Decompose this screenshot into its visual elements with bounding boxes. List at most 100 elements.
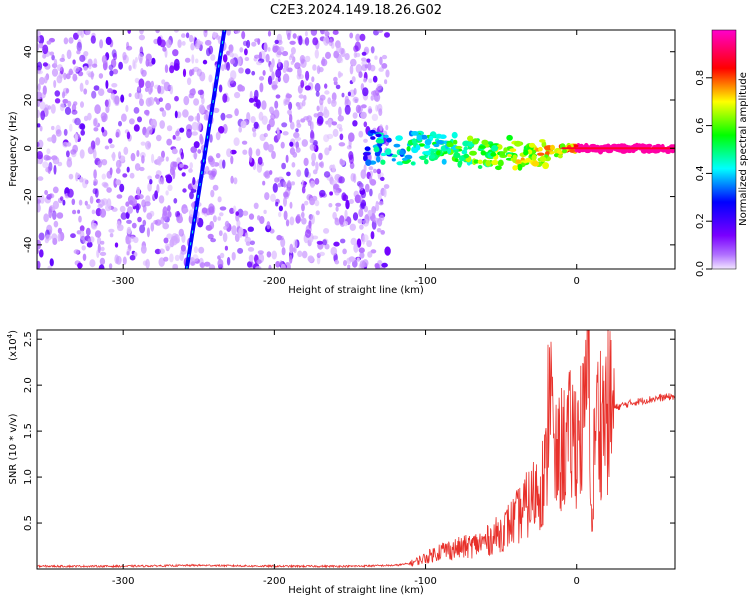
heatmap-cell: [305, 70, 310, 81]
heatmap-cell: [85, 30, 91, 36]
heatmap-cell: [165, 156, 169, 162]
heatmap-cell: [296, 73, 301, 80]
heatmap-cell: [38, 76, 45, 85]
heatmap-cell: [406, 146, 411, 152]
heatmap-cell: [165, 190, 169, 196]
heatmap-cell: [97, 160, 102, 168]
heatmap-cell: [53, 220, 59, 228]
heatmap-cell: [147, 182, 152, 192]
heatmap-cell: [490, 152, 497, 157]
heatmap-cell: [155, 30, 160, 34]
heatmap-cell: [233, 177, 238, 185]
heatmap-cell: [271, 150, 276, 160]
heatmap-cell: [109, 233, 114, 238]
heatmap-cell: [199, 133, 203, 142]
heatmap-cell: [126, 45, 133, 51]
heatmap-cell: [182, 188, 187, 193]
heatmap-cell: [210, 54, 216, 61]
heatmap-cell: [191, 201, 195, 210]
heatmap-cell: [295, 147, 301, 153]
heatmap-cell: [355, 64, 363, 74]
heatmap-cell: [156, 134, 162, 142]
heatmap-cell: [293, 131, 300, 139]
heatmap-cell: [204, 30, 208, 33]
heatmap-cell: [263, 209, 267, 214]
heatmap-cell: [192, 66, 200, 72]
snr-xtick-label: -300: [112, 576, 135, 587]
heatmap-cell: [83, 51, 89, 57]
heatmap-cell: [360, 111, 367, 120]
heatmap-cell: [37, 43, 40, 51]
heatmap-cell: [93, 178, 98, 186]
heatmap-cell: [158, 195, 165, 204]
heatmap-cell: [328, 203, 333, 208]
heatmap-cell: [342, 194, 349, 202]
heatmap-cell: [258, 111, 264, 121]
heatmap-cell: [316, 105, 320, 112]
snr-panel: -300 -200 -100 0 0.5 1.0 1.5 2.0 2.5 Height of s…: [6, 329, 676, 596]
heatmap-cell: [309, 138, 314, 144]
heatmap-cell: [235, 211, 239, 216]
heatmap-cell: [248, 147, 253, 158]
heatmap-cell: [344, 209, 348, 219]
heatmap-cell: [101, 55, 107, 64]
heatmap-cell: [364, 64, 369, 69]
heatmap-cell: [279, 260, 283, 266]
heatmap-cell: [337, 115, 344, 122]
heatmap-cell: [162, 210, 168, 221]
heatmap-cell: [154, 190, 159, 200]
heatmap-cell: [74, 117, 81, 126]
heatmap-cell: [189, 191, 194, 200]
heatmap-cell: [159, 248, 165, 254]
heatmap-cell: [59, 57, 66, 63]
heatmap-cell: [147, 142, 152, 149]
heatmap-cell: [301, 186, 306, 194]
heatmap-cell: [410, 131, 419, 136]
heatmap-cell: [226, 30, 231, 36]
heatmap-cell: [420, 134, 428, 140]
heatmap-cell: [374, 263, 380, 269]
heatmap-cell: [198, 104, 205, 114]
heatmap-cell: [118, 61, 123, 70]
heatmap-cell: [354, 41, 361, 52]
heatmap-cell: [81, 245, 86, 251]
heatmap-cell: [239, 47, 244, 53]
heatmap-cell: [79, 230, 85, 241]
heatmap-cell: [301, 203, 305, 212]
heatmap-cell: [115, 167, 121, 174]
heatmap-cell: [67, 157, 72, 162]
heatmap-cell: [151, 153, 155, 164]
heatmap-cell: [368, 78, 373, 83]
heatmap-cell: [371, 113, 379, 121]
heatmap-cell: [91, 222, 98, 230]
heatmap-cell: [381, 54, 388, 60]
heatmap-cell: [82, 253, 87, 261]
heatmap-cell: [267, 30, 272, 37]
heatmap-cell: [269, 64, 274, 73]
heatmap-cell: [80, 123, 86, 131]
heatmap-cell: [196, 112, 201, 123]
heatmap-cell: [280, 141, 285, 149]
heatmap-cell: [289, 243, 294, 254]
heatmap-cell: [339, 215, 345, 225]
heatmap-streak-core: [186, 30, 225, 269]
heatmap-cell: [175, 130, 180, 137]
heatmap-xtick-label: -300: [112, 276, 135, 287]
heatmap-cell: [277, 76, 281, 83]
heatmap-cell: [301, 99, 306, 107]
snr-xtick-label: 0: [574, 576, 580, 587]
heatmap-cell: [385, 249, 390, 255]
heatmap-cell: [177, 39, 182, 48]
colorbar-tick-label: 0.6: [695, 118, 706, 134]
heatmap-cell: [527, 149, 533, 155]
heatmap-cell: [86, 204, 91, 210]
heatmap-cell: [140, 68, 144, 75]
heatmap-cell: [230, 175, 234, 184]
heatmap-cell: [150, 222, 155, 232]
heatmap-cell: [537, 152, 545, 156]
heatmap-cell: [289, 201, 293, 209]
heatmap-cell: [327, 118, 332, 128]
heatmap-cell: [142, 219, 147, 226]
heatmap-cell: [376, 155, 381, 163]
heatmap-cell: [218, 126, 225, 134]
